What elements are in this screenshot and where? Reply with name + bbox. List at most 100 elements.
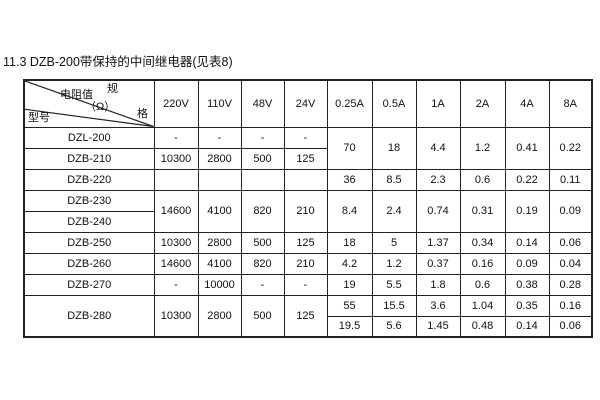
table-cell: 500 [240, 231, 285, 254]
table-row: DZB-210 10300 2800 500 125 [23, 147, 592, 170]
table-cell: 0.22 [504, 168, 550, 191]
column-header-05a: 0.5A [371, 79, 417, 128]
table-cell: 36 [326, 168, 373, 191]
table-cell: 10300 [153, 231, 199, 254]
table-cell-merged: 0.74 [415, 189, 461, 233]
corner-label-spec-bottom: 格 [137, 108, 148, 120]
table-cell: 0.04 [548, 252, 593, 275]
table-cell: 3.6 [415, 294, 461, 317]
section-title: 11.3 DZB-200带保持的中间继电器(见表8) [3, 55, 233, 69]
table-cell [197, 168, 242, 191]
table-cell: 1.37 [415, 231, 461, 254]
table-cell: 0.37 [415, 252, 461, 275]
row-header: DZB-210 [23, 147, 155, 170]
table-cell: 0.28 [548, 273, 593, 296]
table-row: 19.5 5.6 1.45 0.48 0.14 0.06 [24, 315, 593, 338]
table-cell: 4100 [197, 252, 242, 275]
table-cell: 15.5 [371, 294, 417, 317]
header-row: 电阻值 （Ω） 规 格 型号 220V 110V 48V 24V 0.25A 0… [23, 79, 593, 128]
table-cell: - [197, 126, 242, 149]
table-cell-merged: 0.41 [504, 126, 550, 170]
table-cell [153, 168, 199, 191]
table-cell: - [240, 126, 285, 149]
table-cell: 8.5 [371, 168, 417, 191]
table-cell: 0.16 [459, 252, 506, 275]
table-cell-merged: 500 [240, 294, 285, 338]
table-row: DZB-280 10300 2800 500 125 55 15.5 3.6 1… [23, 294, 593, 338]
table-cell-merged: 10300 [153, 294, 199, 338]
table-cell: 0.35 [504, 294, 550, 317]
table-cell: 0.48 [459, 315, 506, 338]
table-cell-merged: 0.09 [548, 189, 593, 233]
table-cell: 0.14 [504, 231, 550, 254]
table-cell: 5.6 [371, 315, 417, 338]
table-cell-merged: 2800 [197, 294, 242, 338]
column-header-1a: 1A [415, 79, 461, 128]
table-cell: 125 [283, 147, 328, 170]
table-cell-merged: 0.31 [459, 189, 506, 233]
table-cell: - [153, 273, 199, 296]
table-cell: 0.09 [504, 252, 550, 275]
table-cell: 5 [371, 231, 417, 254]
column-header-4a: 4A [504, 79, 550, 128]
table-cell-merged: 70 [326, 126, 373, 170]
table-cell-merged: 4.4 [415, 126, 461, 170]
corner-label-model: 型号 [28, 112, 50, 124]
table-cell: 0.11 [548, 168, 593, 191]
table-cell: 4.2 [326, 252, 373, 275]
table-cell: 0.38 [504, 273, 550, 296]
table-cell: 0.6 [459, 273, 506, 296]
column-header-8a: 8A [548, 79, 593, 128]
table-cell: 1.8 [415, 273, 461, 296]
table-cell: 5.5 [371, 273, 417, 296]
table-cell-merged: 210 [283, 189, 328, 233]
table-cell: 2.3 [415, 168, 461, 191]
row-header: DZB-250 [23, 231, 155, 254]
table-cell-merged: 0.22 [548, 126, 593, 170]
column-header-48v: 48V [240, 79, 285, 128]
table-cell [283, 168, 328, 191]
table-row: DZB-250 10300 2800 500 125 18 5 1.37 0.3… [23, 231, 593, 254]
table-cell-merged: 4100 [197, 189, 242, 233]
table-cell: 18 [326, 231, 373, 254]
table-cell-merged: 1.2 [459, 126, 506, 170]
table-cell: 0.06 [548, 315, 593, 338]
table-row: DZB-270 - 10000 - - 19 5.5 1.8 0.6 0.38 … [23, 273, 593, 296]
table-row: DZB-220 36 8.5 2.3 0.6 0.22 0.11 [23, 168, 593, 191]
table-cell: 0.6 [459, 168, 506, 191]
column-header-24v: 24V [283, 79, 328, 128]
table-cell: 14600 [153, 252, 199, 275]
column-header-220v: 220V [153, 79, 199, 128]
table-row: DZB-260 14600 4100 820 210 4.2 1.2 0.37 … [23, 252, 593, 275]
table-cell: 19 [326, 273, 373, 296]
table-cell: 820 [240, 252, 285, 275]
table-cell-merged: 820 [240, 189, 285, 233]
table-cell: 0.06 [548, 231, 593, 254]
column-header-2a: 2A [459, 79, 506, 128]
column-header-025a: 0.25A [326, 79, 373, 128]
table-cell: 2800 [197, 147, 242, 170]
diagonal-divider-lines [25, 81, 153, 126]
column-header-110v: 110V [197, 79, 242, 128]
table-cell: 0.34 [459, 231, 506, 254]
table-cell: 19.5 [326, 315, 373, 338]
row-header: DZB-220 [23, 168, 155, 191]
table-cell: 125 [283, 231, 328, 254]
table-cell: 1.04 [459, 294, 506, 317]
row-header: DZB-270 [23, 273, 155, 296]
table-cell: - [283, 126, 328, 149]
table-cell: 2800 [197, 231, 242, 254]
row-header: DZL-200 [23, 126, 155, 149]
table-cell: - [153, 126, 199, 149]
table-cell-merged: 2.4 [371, 189, 417, 233]
table-cell: 1.45 [415, 315, 461, 338]
table-cell: 10300 [153, 147, 199, 170]
table-cell-merged: 125 [283, 294, 328, 338]
relay-spec-table: 电阻值 （Ω） 规 格 型号 220V 110V 48V 24V 0.25A 0… [23, 79, 593, 338]
table-cell: - [240, 273, 285, 296]
diagonal-header-cell: 电阻值 （Ω） 规 格 型号 [23, 79, 155, 128]
table-cell: 0.14 [504, 315, 550, 338]
corner-label-resistance: 电阻值 [60, 89, 93, 101]
table-cell-merged: 18 [371, 126, 417, 170]
corner-label-unit: （Ω） [85, 101, 116, 113]
